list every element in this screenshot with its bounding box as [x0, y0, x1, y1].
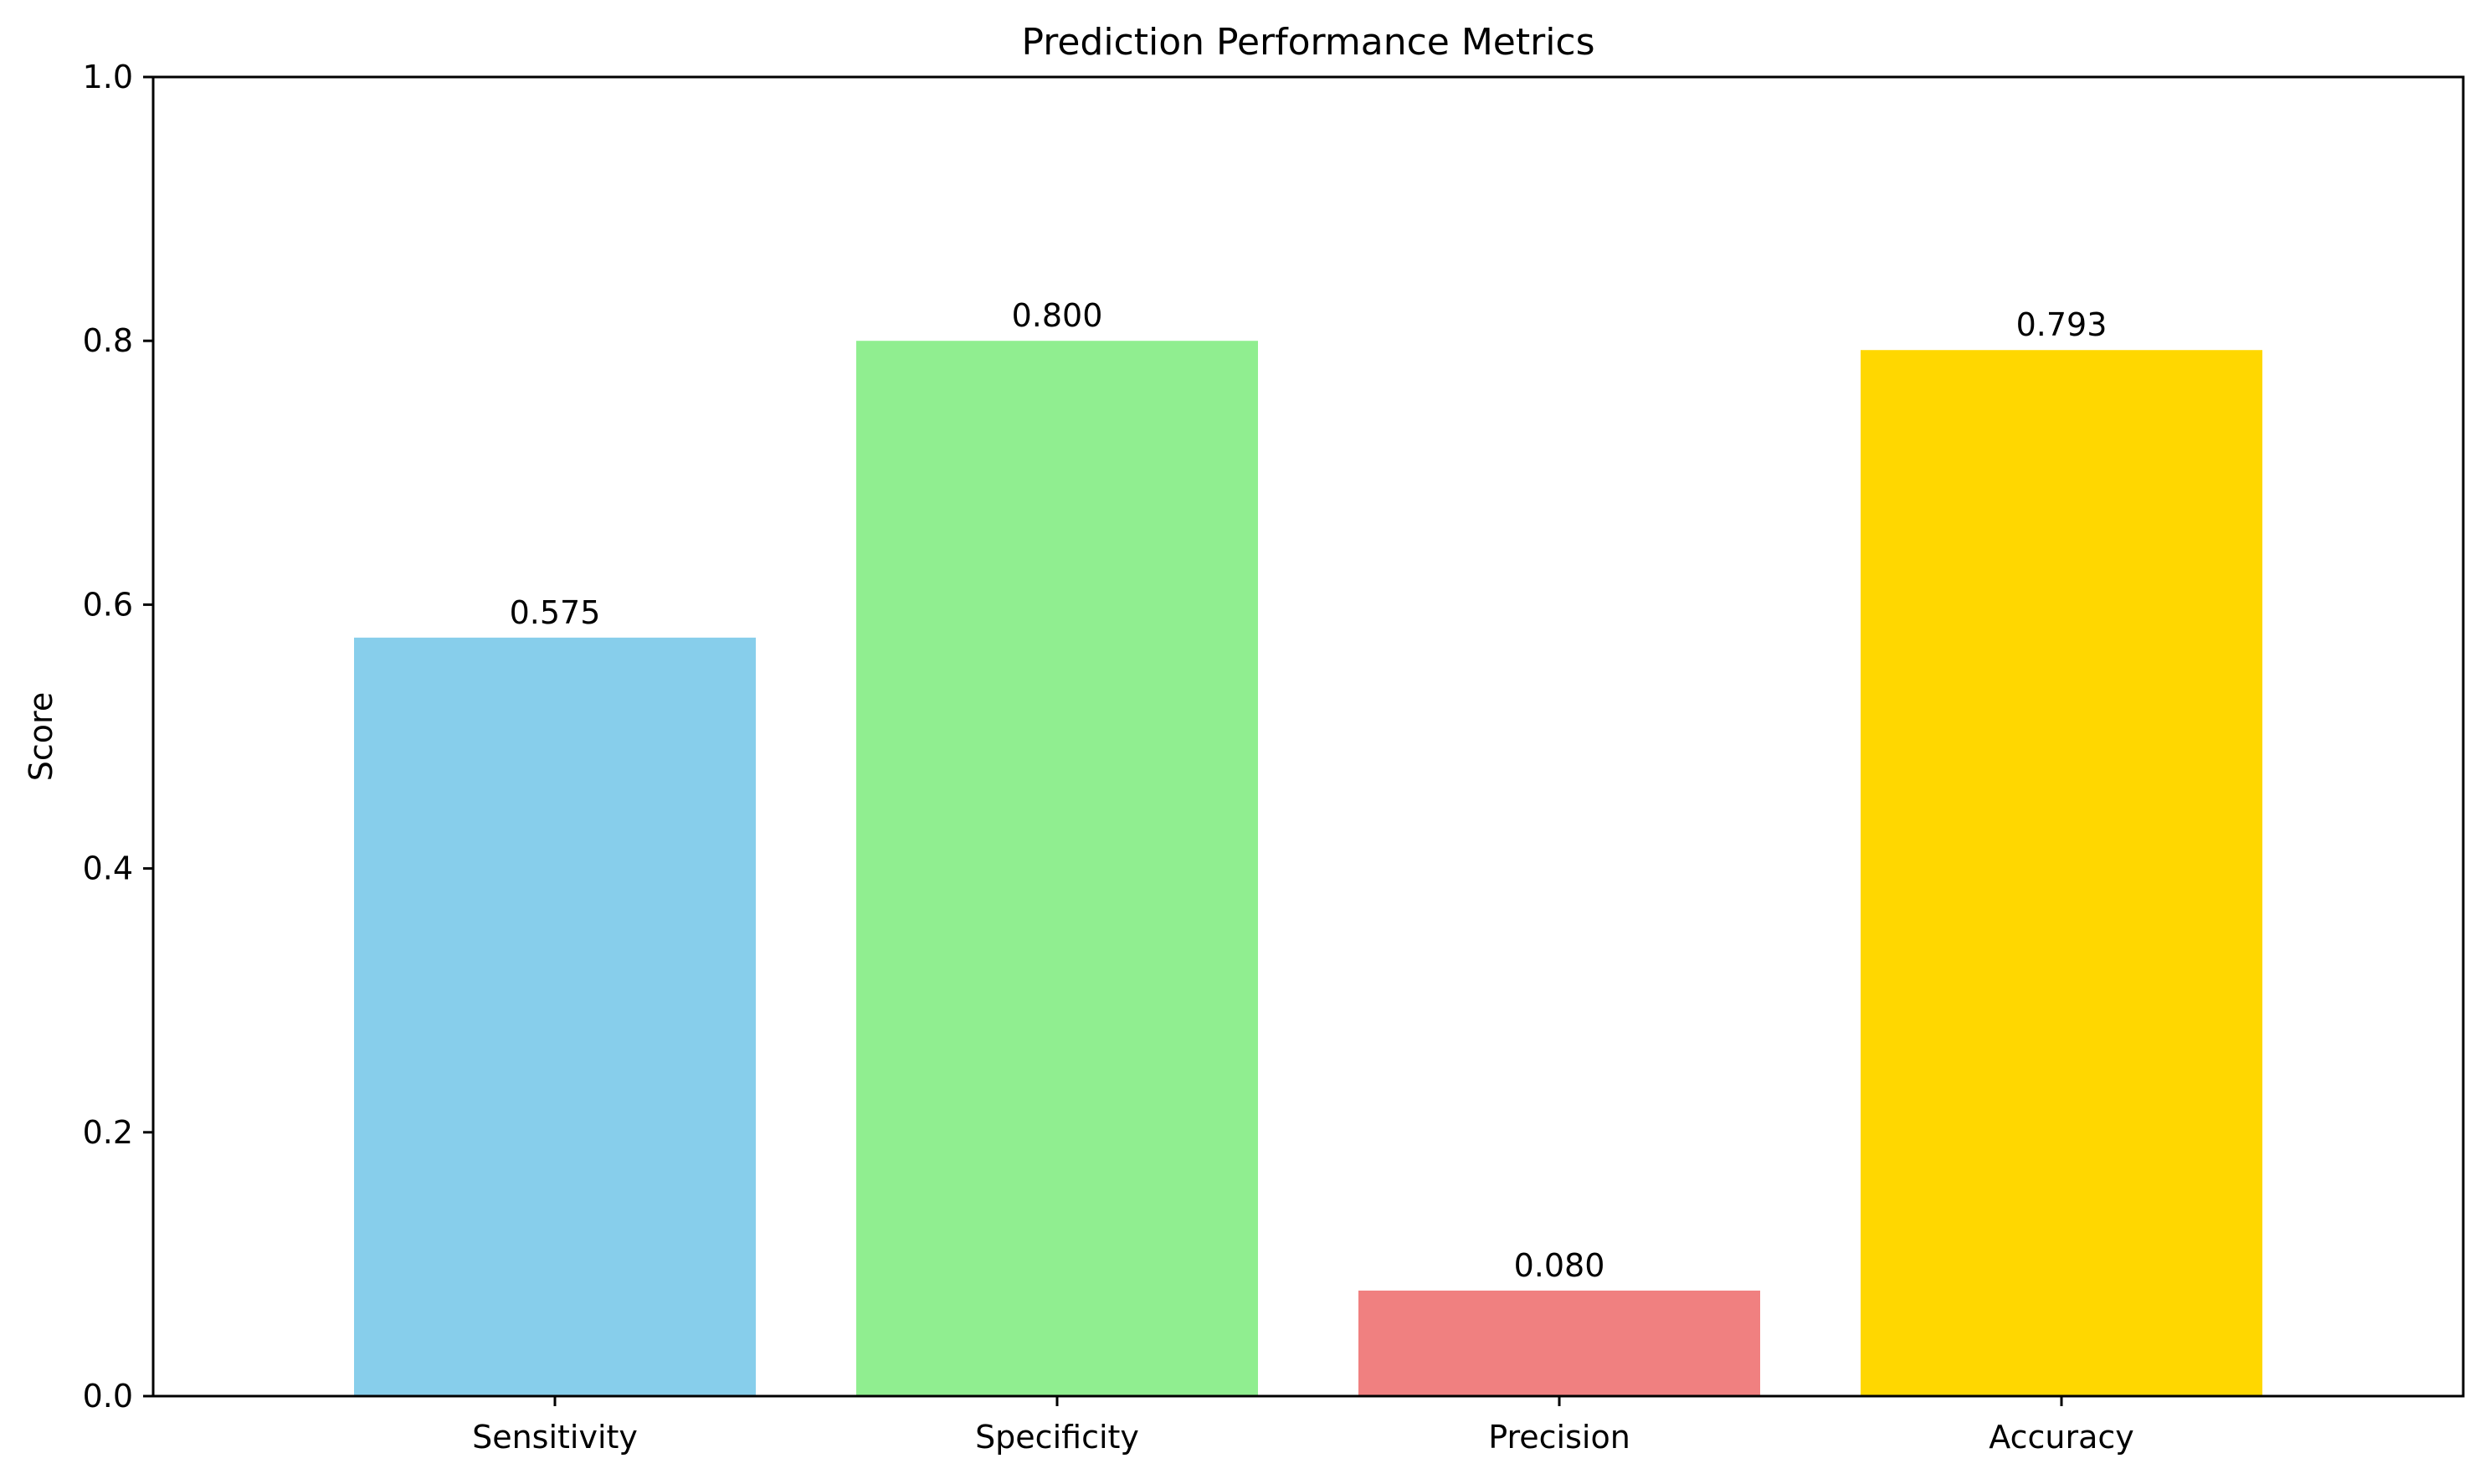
chart-title: Prediction Performance Metrics	[1021, 21, 1594, 64]
x-tick-label-precision: Precision	[1488, 1419, 1630, 1456]
bar-accuracy	[1861, 350, 2262, 1397]
bars-layer	[354, 341, 2262, 1397]
value-label-specificity: 0.800	[1012, 297, 1103, 334]
y-tick-label: 1.0	[83, 59, 133, 95]
bar-sensitivity	[354, 637, 756, 1396]
bar-specificity	[856, 341, 1258, 1397]
y-tick-label: 0.8	[83, 322, 133, 359]
y-tick-label: 0.2	[83, 1114, 133, 1151]
value-labels-layer: 0.575 0.800 0.080 0.793	[510, 297, 2108, 1284]
x-tick-label-specificity: Specificity	[975, 1419, 1139, 1456]
y-tick-label: 0.4	[83, 850, 133, 887]
y-axis: 0.0 0.2 0.4 0.6 0.8 1.0	[83, 59, 153, 1415]
x-tick-label-accuracy: Accuracy	[1989, 1419, 2134, 1456]
y-axis-label: Score	[23, 692, 59, 781]
value-label-accuracy: 0.793	[2016, 306, 2108, 343]
y-tick-label: 0.0	[83, 1378, 133, 1415]
plot-frame	[151, 75, 2465, 1398]
x-tick-label-sensitivity: Sensitivity	[472, 1419, 638, 1456]
x-axis: Sensitivity Specificity Precision Accuracy	[472, 1396, 2134, 1456]
y-tick-label: 0.6	[83, 586, 133, 623]
value-label-precision: 0.080	[1514, 1247, 1605, 1284]
bar-precision	[1358, 1290, 1760, 1396]
value-label-sensitivity: 0.575	[510, 594, 601, 631]
